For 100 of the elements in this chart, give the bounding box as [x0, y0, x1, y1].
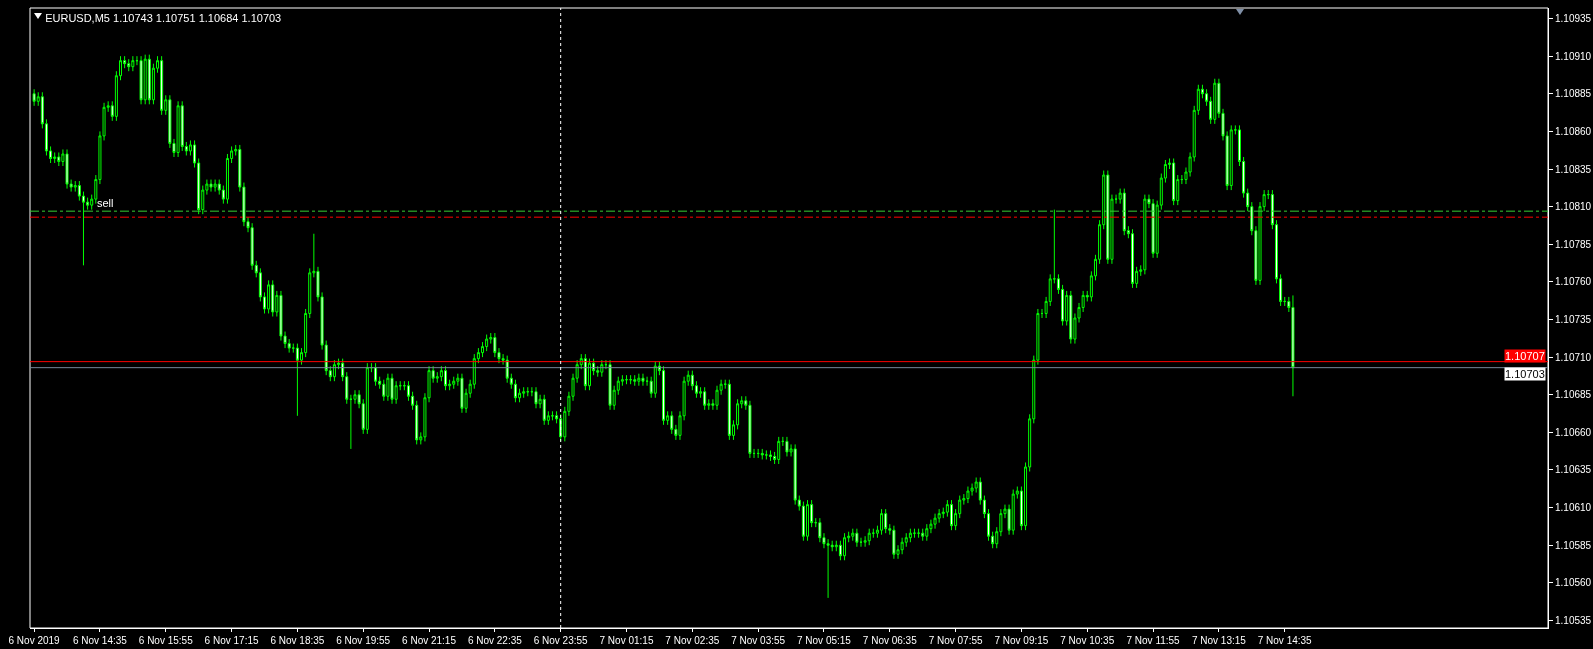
y-tick-label: 1.10535: [1555, 614, 1592, 626]
y-tick-label: 1.10685: [1555, 389, 1592, 401]
candlestick: [867, 528, 871, 546]
y-tick-label: 1.10635: [1555, 464, 1592, 476]
candlestick: [349, 394, 353, 450]
candlestick: [139, 55, 143, 105]
candlestick: [295, 343, 299, 417]
y-tick-label: 1.10660: [1555, 426, 1592, 438]
candlestick: [777, 436, 781, 465]
candlestick: [587, 358, 591, 391]
candlestick: [386, 373, 390, 402]
candlestick: [637, 373, 641, 387]
candlestick: [1143, 194, 1147, 275]
x-tick-label: 6 Nov 21:15: [402, 635, 457, 646]
x-tick-label: 6 Nov 22:35: [467, 635, 523, 646]
candlestick: [933, 513, 937, 530]
candlestick: [1151, 198, 1155, 259]
x-tick-label: 7 Nov 11:55: [1126, 635, 1181, 646]
candlestick: [1122, 188, 1126, 236]
y-tick-label: 1.10860: [1555, 125, 1592, 137]
candlestick: [213, 179, 217, 193]
candlestick: [160, 55, 164, 116]
candlestick: [806, 499, 810, 542]
x-tick-label: 6 Nov 14:35: [72, 635, 128, 646]
candlestick: [921, 528, 925, 542]
x-tick-label: 6 Nov 15:55: [138, 635, 194, 646]
y-tick-label: 1.10760: [1555, 276, 1592, 288]
candlestick: [1229, 124, 1233, 191]
y-tick-label: 1.10610: [1555, 502, 1592, 514]
x-tick-label: 7 Nov 13:15: [1191, 635, 1247, 646]
candlestick: [892, 525, 896, 560]
x-tick-label: 7 Nov 06:35: [862, 635, 918, 646]
candlestick: [390, 373, 394, 405]
candlestick: [855, 528, 859, 548]
annotation: sell: [97, 197, 114, 209]
candlestick: [1131, 228, 1135, 289]
x-tick-label: 7 Nov 10:35: [1060, 635, 1115, 646]
x-tick-label: 6 Nov 19:55: [336, 635, 391, 646]
candlestick: [365, 362, 369, 435]
candlestick: [1172, 157, 1176, 206]
x-tick-label: 7 Nov 14:35: [1257, 635, 1313, 646]
x-tick-label: 6 Nov 18:35: [270, 635, 325, 646]
candlestick: [925, 523, 929, 542]
candlestick: [267, 279, 271, 314]
candlestick: [768, 449, 772, 462]
chart-title: EURUSD,M5 1.10743 1.10751 1.10684 1.10703: [45, 11, 282, 24]
candlestick: [843, 532, 847, 561]
y-tick-label: 1.10585: [1555, 539, 1592, 551]
candlestick: [443, 365, 447, 391]
candlestick: [703, 386, 707, 411]
candlestick: [653, 361, 657, 399]
candlestick: [1213, 78, 1217, 125]
candlestick: [785, 436, 789, 457]
x-tick-label: 6 Nov 17:15: [204, 635, 259, 646]
candlestick: [271, 279, 275, 317]
candlestick: [760, 448, 764, 460]
candlestick: [1069, 290, 1073, 345]
candlestick: [880, 508, 884, 536]
candlestick: [147, 54, 151, 105]
candlestick: [542, 394, 546, 426]
candlestick: [57, 151, 61, 167]
x-tick-label: 7 Nov 03:55: [731, 635, 786, 646]
candlestick: [176, 100, 180, 158]
candlestick: [460, 373, 464, 414]
candlestick: [1106, 170, 1110, 265]
y-tick-label: 1.10835: [1555, 163, 1592, 175]
x-tick-label: 6 Nov 2019: [8, 635, 61, 646]
candlestick: [900, 537, 904, 555]
x-tick-label: 7 Nov 02:35: [665, 635, 720, 646]
candlestick: [949, 499, 953, 531]
x-tick-label: 7 Nov 09:15: [994, 635, 1049, 646]
y-tick-label: 1.10810: [1555, 201, 1592, 213]
candlestick: [884, 508, 888, 534]
x-tick-label: 7 Nov 01:15: [599, 635, 654, 646]
candlestick: [727, 379, 731, 441]
ref-line-label: 1.10707: [1505, 350, 1545, 362]
y-tick-label: 1.10560: [1555, 577, 1592, 589]
x-tick-label: 7 Nov 07:55: [928, 635, 984, 646]
candlestick: [908, 528, 912, 543]
candlestick: [748, 400, 752, 459]
candlestick: [966, 486, 970, 504]
candlestick: [32, 88, 36, 107]
candlestick: [608, 359, 612, 411]
y-tick-label: 1.10885: [1555, 88, 1592, 100]
candlestick: [131, 55, 135, 72]
candlestick: [534, 386, 538, 409]
y-tick-label: 1.10910: [1555, 50, 1592, 62]
candlestick: [1291, 294, 1295, 397]
candlestick: [374, 362, 378, 387]
candlestick: [522, 386, 526, 399]
candlestick: [1011, 489, 1015, 536]
ref-line-label: 1.10703: [1505, 368, 1545, 380]
y-tick-label: 1.10785: [1555, 238, 1592, 250]
y-tick-label: 1.10710: [1555, 351, 1592, 363]
candlestick: [633, 374, 637, 387]
candlestick: [662, 365, 666, 426]
x-tick-label: 6 Nov 23:55: [533, 635, 589, 646]
candlestick: [127, 58, 131, 72]
candlestick: [583, 353, 587, 391]
candlestick: [143, 54, 147, 105]
